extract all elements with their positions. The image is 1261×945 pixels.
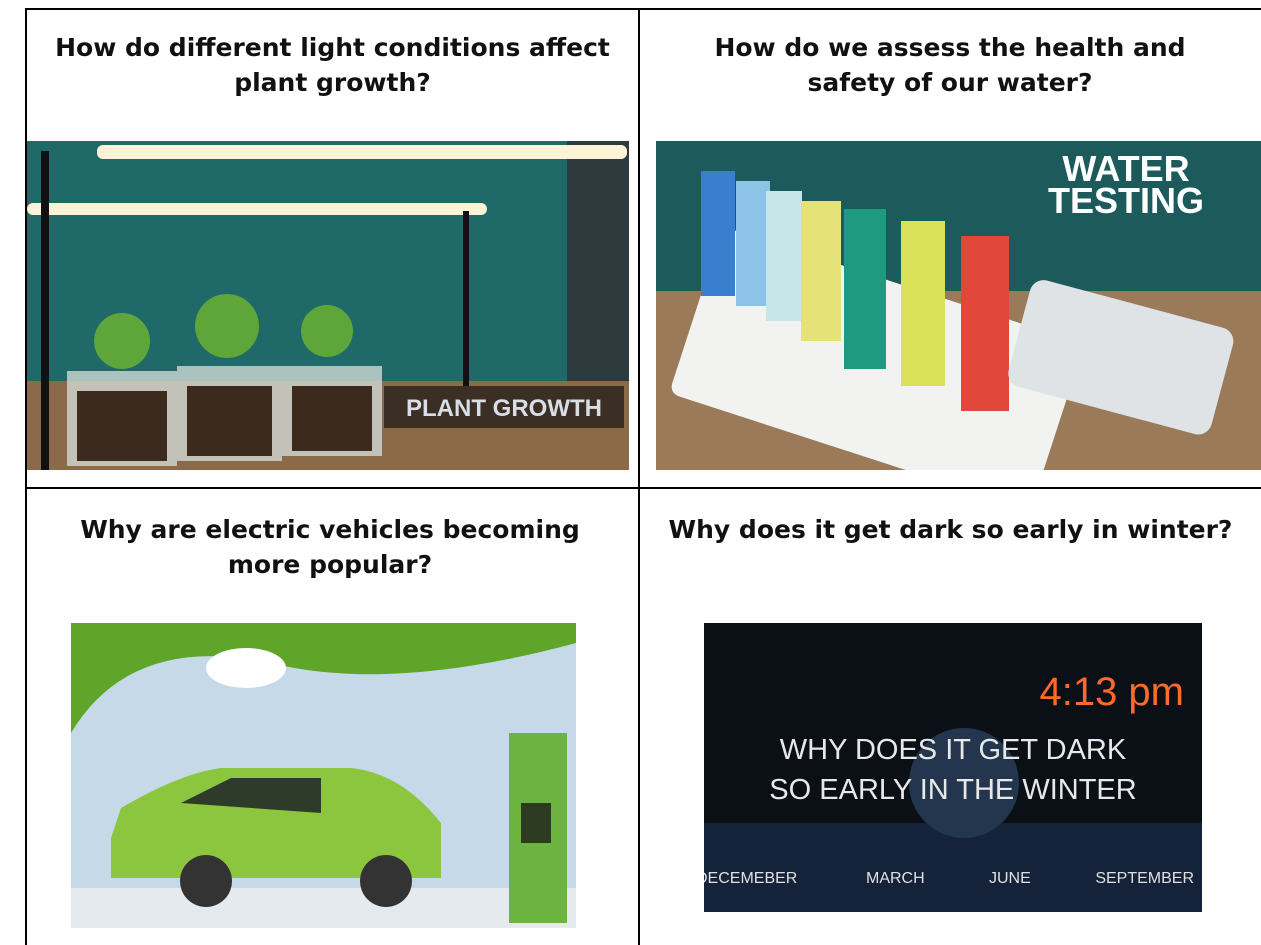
water-image: WATER TESTING [656, 141, 1261, 470]
image-label: WHY DOES IT GET DARK [780, 734, 1127, 766]
ev-image [71, 623, 576, 928]
image: 4:13 pm WHY DOES IT GET DARK SO EARLY IN… [704, 623, 1202, 912]
border [25, 487, 1261, 489]
image [71, 623, 576, 928]
border [638, 8, 640, 945]
image-label: TESTING [1048, 180, 1204, 221]
image-label: PLANT GROWTH [406, 395, 602, 422]
image-label: MARCH [866, 870, 925, 887]
image-label: SEPTEMBER [1095, 870, 1194, 887]
page: How do different light conditions affect… [0, 0, 1261, 945]
image-label: JUNE [989, 870, 1031, 887]
question: How do we assess the health and safety o… [660, 30, 1240, 100]
question: How do different light conditions affect… [30, 30, 635, 100]
image-label: SO EARLY IN THE WINTER [769, 774, 1136, 806]
winter-image: 4:13 pm WHY DOES IT GET DARK SO EARLY IN… [704, 623, 1202, 912]
image-label: 4:13 pm [1039, 670, 1184, 714]
image: WATER TESTING [656, 141, 1261, 470]
border [25, 8, 1261, 10]
question: Why does it get dark so early in winter? [640, 512, 1261, 547]
plant-image: PLANT GROWTH [27, 141, 629, 470]
question: Why are electric vehicles becoming more … [40, 512, 620, 582]
image: PLANT GROWTH [27, 141, 629, 470]
image-label: DECEMEBER [704, 870, 797, 887]
